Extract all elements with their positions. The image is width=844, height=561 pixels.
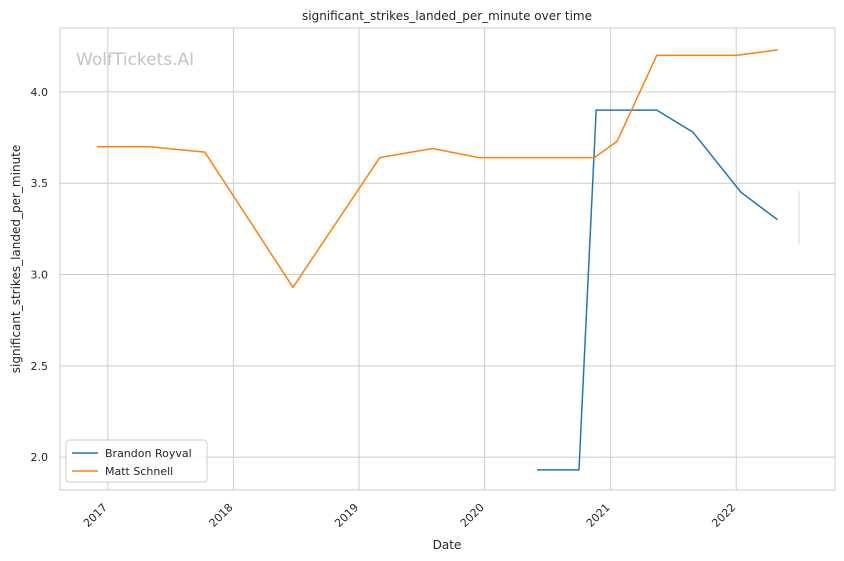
y-tick-label: 2.0 [31,451,49,464]
y-tick-label: 4.0 [31,86,49,99]
series-layer [97,49,778,471]
legend: Brandon Royval Matt Schnell [65,439,208,483]
legend-box [65,439,208,483]
x-axis-label: Date [433,538,462,552]
y-tick-label: 3.5 [31,177,49,190]
plot-area [60,28,835,490]
legend-label-brandon-royval: Brandon Royval [105,447,192,460]
watermark-text: WolfTickets.AI [76,50,194,70]
plot-frame [59,27,836,491]
legend-label-matt-schnell: Matt Schnell [105,465,173,478]
y-tick-label: 2.5 [31,360,49,373]
series-line-brandon-royval [536,109,778,471]
chart-title: significant_strikes_landed_per_minute ov… [302,9,592,23]
y-axis-ticks: 2.0 2.5 3.0 3.5 4.0 [31,86,49,464]
grid-lines [60,28,835,490]
y-axis-label: significant_strikes_landed_per_minute [9,145,23,374]
y-tick-label: 3.0 [31,269,49,282]
series-line-matt-schnell [97,49,778,289]
